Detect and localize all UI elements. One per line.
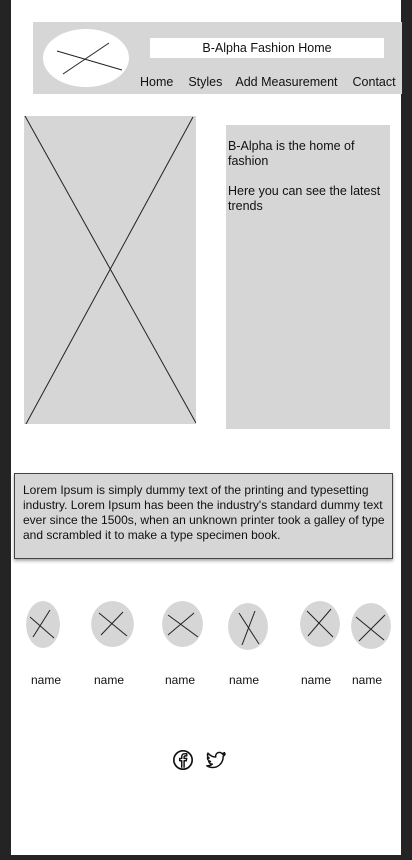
profile-name: name	[164, 673, 196, 687]
profile-name: name	[228, 673, 260, 687]
profile-name: name	[30, 673, 62, 687]
main-nav: Home Styles Add Measurement Contact	[129, 75, 396, 89]
avatar[interactable]	[300, 601, 340, 647]
avatar[interactable]	[26, 601, 60, 648]
nav-add-measurement[interactable]: Add Measurement	[235, 75, 338, 89]
profile-name: name	[351, 673, 383, 687]
profile-name: name	[93, 673, 125, 687]
image-placeholder-icon	[24, 116, 196, 424]
intro-line-1: B-Alpha is the home of fashion	[228, 139, 355, 168]
intro-line-2: Here you can see the latest trends	[228, 184, 381, 213]
avatar[interactable]	[162, 601, 203, 647]
intro-panel: B-Alpha is the home of fashion Here you …	[226, 125, 390, 429]
logo-placeholder-icon[interactable]	[43, 29, 129, 87]
twitter-icon[interactable]	[205, 749, 227, 771]
profile-name: name	[300, 673, 332, 687]
description-block: Lorem Ipsum is simply dummy text of the …	[14, 473, 393, 559]
site-title: B-Alpha Fashion Home	[150, 38, 384, 58]
nav-styles[interactable]: Styles	[188, 75, 223, 89]
facebook-icon[interactable]	[172, 749, 194, 771]
nav-home[interactable]: Home	[140, 75, 174, 89]
header: B-Alpha Fashion Home Home Styles Add Mea…	[33, 22, 402, 94]
avatar[interactable]	[351, 603, 391, 649]
avatar[interactable]	[228, 603, 268, 650]
avatar[interactable]	[91, 601, 134, 647]
page-frame: B-Alpha Fashion Home Home Styles Add Mea…	[11, 0, 402, 855]
nav-contact[interactable]: Contact	[352, 75, 396, 89]
